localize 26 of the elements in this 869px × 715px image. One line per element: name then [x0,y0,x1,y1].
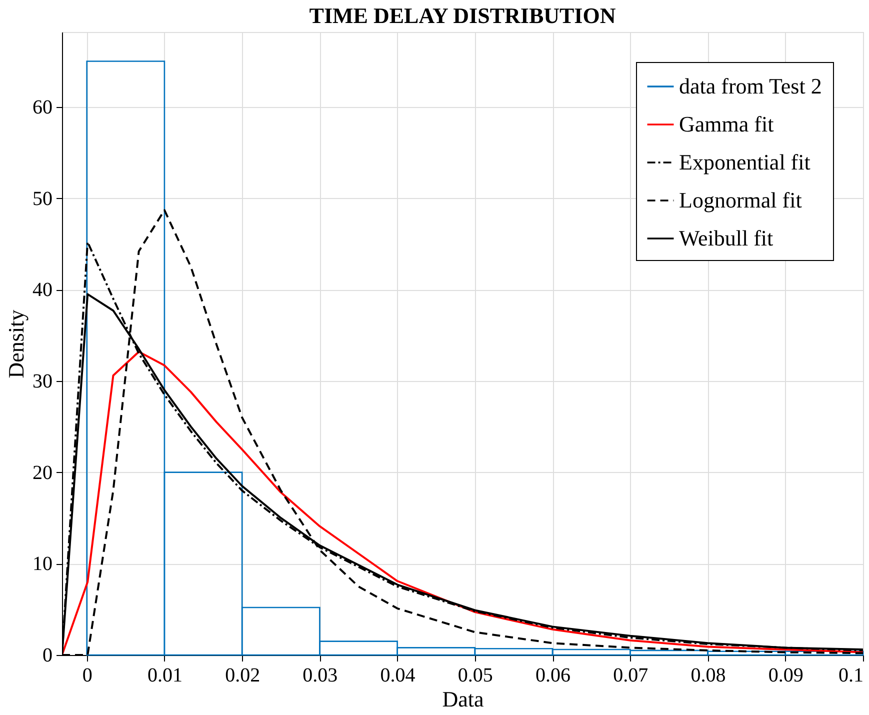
y-tick-label: 10 [32,553,52,576]
y-tick-label: 0 [42,644,52,666]
y-tick-label: 50 [32,188,52,210]
legend-label: Exponential fit [679,150,810,174]
y-axis-title: Density [4,310,28,378]
legend-label: Lognormal fit [679,188,802,212]
chart-title: TIME DELAY DISTRIBUTION [309,3,616,28]
x-tick-label: 0 [82,664,92,686]
x-tick-label: 0.02 [225,664,260,686]
y-tick-label: 40 [32,279,52,302]
x-tick-label: 0.1 [838,664,864,686]
x-axis-title: Data [442,686,484,712]
y-tick-label: 20 [32,462,52,484]
y-tick-label: 60 [32,96,52,118]
x-tick-label: 0.07 [613,664,648,686]
x-tick-label: 0.05 [458,664,493,686]
x-tick-label: 0.06 [536,664,571,686]
x-tick-label: 0.08 [690,664,726,686]
legend-label: Gamma fit [679,112,774,136]
x-tick-label: 0.01 [147,664,182,686]
x-tick-label: 0.03 [302,664,338,686]
x-tick-label: 0.04 [380,664,416,686]
x-tick-label: 0.09 [768,664,804,686]
y-tick-label: 30 [32,370,52,392]
legend-label: data from Test 2 [679,74,822,98]
legend-label: Weibull fit [679,226,774,250]
